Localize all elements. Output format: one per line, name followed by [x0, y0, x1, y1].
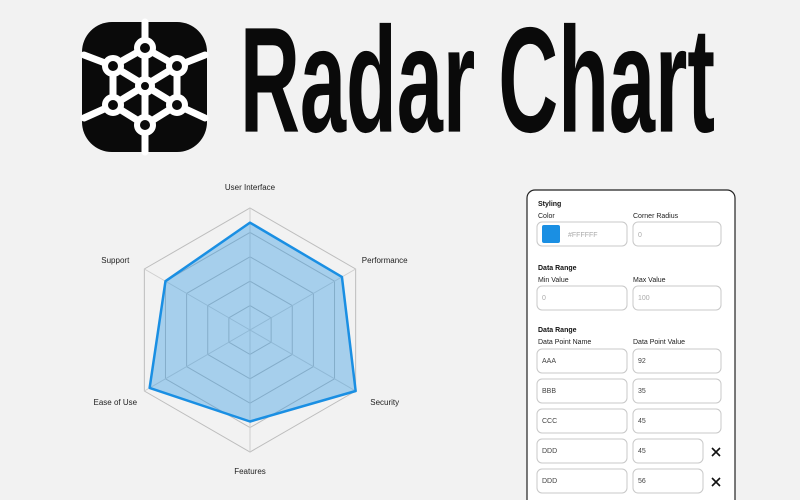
color-swatch[interactable]	[542, 225, 560, 243]
spoke	[249, 268, 356, 331]
section-heading: Styling	[538, 201, 561, 208]
name-value: AAA	[542, 358, 556, 365]
remove-buttons[interactable]	[711, 447, 721, 487]
field-label: Max Value	[633, 277, 666, 284]
name-value: BBB	[542, 388, 556, 395]
logo	[80, 18, 209, 156]
axis-label: User Interface	[225, 183, 276, 192]
axis-label: Security	[370, 398, 399, 407]
axis-label: Performance	[362, 256, 408, 265]
value-input[interactable]	[632, 348, 722, 374]
name-value: CCC	[542, 418, 557, 425]
min-input[interactable]	[536, 285, 628, 311]
placeholder: 100	[638, 295, 650, 302]
section-heading: Data Range	[538, 327, 577, 334]
placeholder: #FFFFFF	[568, 232, 598, 239]
name-input[interactable]	[536, 468, 628, 494]
value-input[interactable]	[632, 438, 704, 464]
name-value: DDD	[542, 478, 557, 485]
name-input[interactable]	[536, 408, 628, 434]
axis-label: Features	[234, 467, 266, 476]
section-heading: Data Range	[538, 265, 577, 272]
data-area	[148, 221, 357, 423]
value-value: 45	[638, 448, 646, 455]
field-label: Min Value	[538, 277, 569, 284]
spoke	[249, 329, 356, 392]
value-value: 35	[638, 388, 646, 395]
radius-input[interactable]	[632, 221, 722, 247]
axis-label: Ease of Use	[94, 398, 138, 407]
placeholder: 0	[542, 295, 546, 302]
name-input[interactable]	[536, 438, 628, 464]
value-value: 92	[638, 358, 646, 365]
placeholder: 0	[638, 232, 642, 239]
value-input[interactable]	[632, 378, 722, 404]
field-label: Corner Radius	[633, 213, 679, 220]
name-input[interactable]	[536, 378, 628, 404]
field-label: Data Point Value	[633, 339, 685, 346]
max-input[interactable]	[632, 285, 722, 311]
value-value: 56	[638, 478, 646, 485]
axis-label: Support	[101, 256, 130, 265]
name-input[interactable]	[536, 348, 628, 374]
value-input[interactable]	[632, 468, 704, 494]
radar-chart: User Interface Performance Security Feature…	[94, 183, 409, 476]
field-label: Color	[538, 213, 555, 220]
value-input[interactable]	[632, 408, 722, 434]
field-label: Data Point Name	[538, 339, 591, 346]
name-value: DDD	[542, 448, 557, 455]
value-value: 45	[638, 418, 646, 425]
settings-panel: Styling Color Corner Radius #FFFFFF 0 Da…	[526, 189, 736, 500]
spoke	[144, 329, 251, 392]
spoke	[144, 268, 251, 331]
title: Radar Chart	[240, 0, 715, 164]
data-rows: AAA 92 BBB 35 CCC 45 DDD 45 DDD 56	[536, 348, 722, 494]
